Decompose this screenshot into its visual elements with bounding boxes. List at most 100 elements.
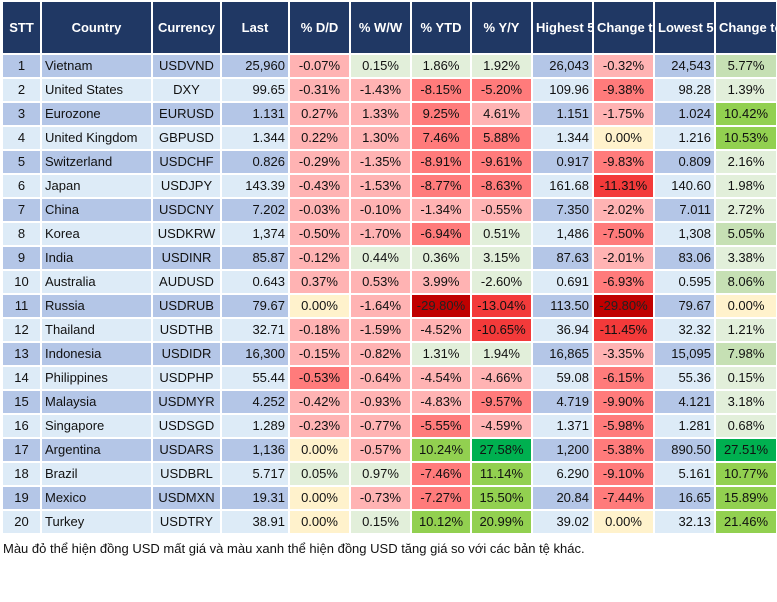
currency-cell: USDMYR: [151, 389, 222, 415]
pct-ytd-cell: -4.54%: [410, 365, 472, 391]
low-52w-cell: 24,543: [653, 53, 716, 79]
pct-ww-cell: -1.43%: [349, 77, 412, 103]
change-h52w-cell: -9.10%: [592, 461, 655, 487]
low-52w-cell: 1,308: [653, 221, 716, 247]
currency-cell: USDCHF: [151, 149, 222, 175]
pct-ww-cell: 1.30%: [349, 125, 412, 151]
pct-ytd-cell: -4.83%: [410, 389, 472, 415]
last-cell: 55.44: [220, 365, 290, 391]
low-52w-cell: 15,095: [653, 341, 716, 367]
change-h52w-cell: -29.80%: [592, 293, 655, 319]
pct-dd-cell: -0.31%: [288, 77, 351, 103]
high-52w-cell: 20.84: [531, 485, 594, 511]
stt-cell: 19: [1, 485, 42, 511]
currency-table: STT Country Currency Last% D/D% W/W% YTD% Y…: [1, 0, 777, 535]
currency-cell: USDRUB: [151, 293, 222, 319]
header-country: Country: [40, 0, 153, 55]
pct-ww-cell: -1.53%: [349, 173, 412, 199]
last-cell: 0.643: [220, 269, 290, 295]
table-row: 9 India USDINR 85.87 -0.12% 0.44% 0.36% 3.15% 87…: [1, 245, 777, 271]
low-52w-cell: 1.216: [653, 125, 716, 151]
last-cell: 1.344: [220, 125, 290, 151]
stt-cell: 6: [1, 173, 42, 199]
change-l52w-cell: 15.89%: [714, 485, 777, 511]
pct-dd-cell: 0.05%: [288, 461, 351, 487]
change-h52w-cell: -11.45%: [592, 317, 655, 343]
change-l52w-cell: 21.46%: [714, 509, 777, 535]
pct-ytd-cell: -29.80%: [410, 293, 472, 319]
country-cell: Australia: [40, 269, 153, 295]
low-52w-cell: 32.32: [653, 317, 716, 343]
pct-ytd-cell: -1.34%: [410, 197, 472, 223]
change-l52w-cell: 5.05%: [714, 221, 777, 247]
pct-ytd-cell: 1.31%: [410, 341, 472, 367]
high-52w-cell: 1,200: [531, 437, 594, 463]
pct-ytd-cell: 3.99%: [410, 269, 472, 295]
pct-dd-cell: 0.00%: [288, 509, 351, 535]
change-l52w-cell: 27.51%: [714, 437, 777, 463]
header-low-52w: Lowest 52W: [653, 0, 716, 55]
change-h52w-cell: -5.38%: [592, 437, 655, 463]
country-cell: Mexico: [40, 485, 153, 511]
header-dd: % D/D: [288, 0, 351, 55]
stt-cell: 8: [1, 221, 42, 247]
currency-cell: AUDUSD: [151, 269, 222, 295]
stt-cell: 15: [1, 389, 42, 415]
currency-cell: EURUSD: [151, 101, 222, 127]
pct-ytd-cell: 9.25%: [410, 101, 472, 127]
pct-ww-cell: -1.64%: [349, 293, 412, 319]
pct-dd-cell: 0.00%: [288, 485, 351, 511]
pct-yy-cell: 20.99%: [470, 509, 533, 535]
low-52w-cell: 0.595: [653, 269, 716, 295]
pct-dd-cell: 0.22%: [288, 125, 351, 151]
header-yy: % Y/Y: [470, 0, 533, 55]
pct-yy-cell: 11.14%: [470, 461, 533, 487]
pct-dd-cell: 0.27%: [288, 101, 351, 127]
stt-cell: 5: [1, 149, 42, 175]
high-52w-cell: 113.50: [531, 293, 594, 319]
change-l52w-cell: 10.42%: [714, 101, 777, 127]
low-52w-cell: 98.28: [653, 77, 716, 103]
pct-ytd-cell: -5.55%: [410, 413, 472, 439]
pct-dd-cell: -0.42%: [288, 389, 351, 415]
header-last: Last: [220, 0, 290, 55]
table-row: 6 Japan USDJPY 143.39 -0.43% -1.53% -8.77% -8.6…: [1, 173, 777, 199]
low-52w-cell: 4.121: [653, 389, 716, 415]
header-high-52w: Highest 52W: [531, 0, 594, 55]
table-row: 4 United Kingdom GBPUSD 1.344 0.22% 1.30% 7.46…: [1, 125, 777, 151]
change-h52w-cell: -3.35%: [592, 341, 655, 367]
pct-ww-cell: -0.57%: [349, 437, 412, 463]
pct-dd-cell: -0.29%: [288, 149, 351, 175]
stt-cell: 1: [1, 53, 42, 79]
pct-ww-cell: -0.82%: [349, 341, 412, 367]
change-h52w-cell: -2.02%: [592, 197, 655, 223]
change-h52w-cell: 0.00%: [592, 125, 655, 151]
stt-cell: 13: [1, 341, 42, 367]
country-cell: Turkey: [40, 509, 153, 535]
pct-yy-cell: 3.15%: [470, 245, 533, 271]
pct-ytd-cell: 7.46%: [410, 125, 472, 151]
country-cell: Singapore: [40, 413, 153, 439]
change-l52w-cell: 8.06%: [714, 269, 777, 295]
table-row: 18 Brazil USDBRL 5.717 0.05% 0.97% -7.46% 11.14…: [1, 461, 777, 487]
table-row: 17 Argentina USDARS 1,136 0.00% -0.57% 10.24% 2…: [1, 437, 777, 463]
pct-ww-cell: -0.64%: [349, 365, 412, 391]
last-cell: 1,374: [220, 221, 290, 247]
header-stt: STT: [1, 0, 42, 55]
country-cell: Argentina: [40, 437, 153, 463]
last-cell: 7.202: [220, 197, 290, 223]
last-cell: 0.826: [220, 149, 290, 175]
table-row: 11 Russia USDRUB 79.67 0.00% -1.64% -29.80% -13…: [1, 293, 777, 319]
pct-ww-cell: -1.35%: [349, 149, 412, 175]
country-cell: China: [40, 197, 153, 223]
currency-cell: USDKRW: [151, 221, 222, 247]
low-52w-cell: 140.60: [653, 173, 716, 199]
pct-yy-cell: 5.88%: [470, 125, 533, 151]
change-h52w-cell: -1.75%: [592, 101, 655, 127]
pct-yy-cell: -9.57%: [470, 389, 533, 415]
country-cell: Vietnam: [40, 53, 153, 79]
last-cell: 79.67: [220, 293, 290, 319]
pct-yy-cell: 27.58%: [470, 437, 533, 463]
header-row: STT Country Currency Last% D/D% W/W% YTD% Y…: [1, 0, 777, 55]
pct-ww-cell: 0.15%: [349, 509, 412, 535]
